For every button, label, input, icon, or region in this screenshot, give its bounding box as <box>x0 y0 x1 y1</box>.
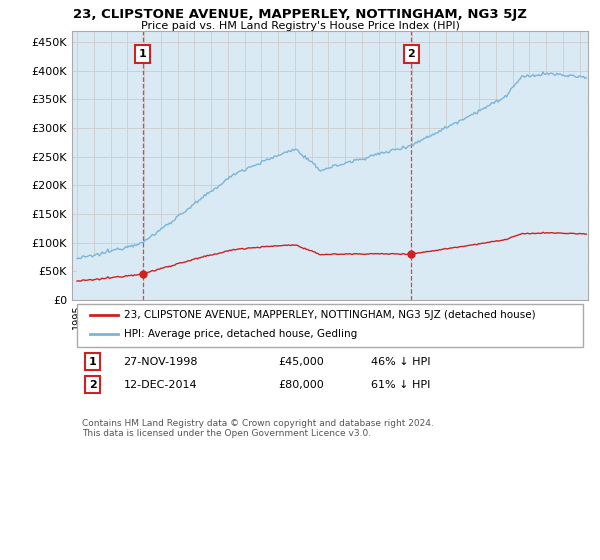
Text: 27-NOV-1998: 27-NOV-1998 <box>124 357 198 367</box>
Text: 1: 1 <box>139 49 146 59</box>
Text: £45,000: £45,000 <box>278 357 324 367</box>
Text: 23, CLIPSTONE AVENUE, MAPPERLEY, NOTTINGHAM, NG3 5JZ (detached house): 23, CLIPSTONE AVENUE, MAPPERLEY, NOTTING… <box>124 310 535 320</box>
Text: 2: 2 <box>89 380 97 390</box>
Text: 12-DEC-2014: 12-DEC-2014 <box>124 380 197 390</box>
Text: £80,000: £80,000 <box>278 380 324 390</box>
FancyBboxPatch shape <box>77 304 583 347</box>
Text: Contains HM Land Registry data © Crown copyright and database right 2024.
This d: Contains HM Land Registry data © Crown c… <box>82 419 434 438</box>
Text: 23, CLIPSTONE AVENUE, MAPPERLEY, NOTTINGHAM, NG3 5JZ: 23, CLIPSTONE AVENUE, MAPPERLEY, NOTTING… <box>73 8 527 21</box>
Text: HPI: Average price, detached house, Gedling: HPI: Average price, detached house, Gedl… <box>124 329 357 339</box>
Text: 1: 1 <box>89 357 97 367</box>
Text: 61% ↓ HPI: 61% ↓ HPI <box>371 380 431 390</box>
Text: 46% ↓ HPI: 46% ↓ HPI <box>371 357 431 367</box>
Text: Price paid vs. HM Land Registry's House Price Index (HPI): Price paid vs. HM Land Registry's House … <box>140 21 460 31</box>
Text: 2: 2 <box>407 49 415 59</box>
